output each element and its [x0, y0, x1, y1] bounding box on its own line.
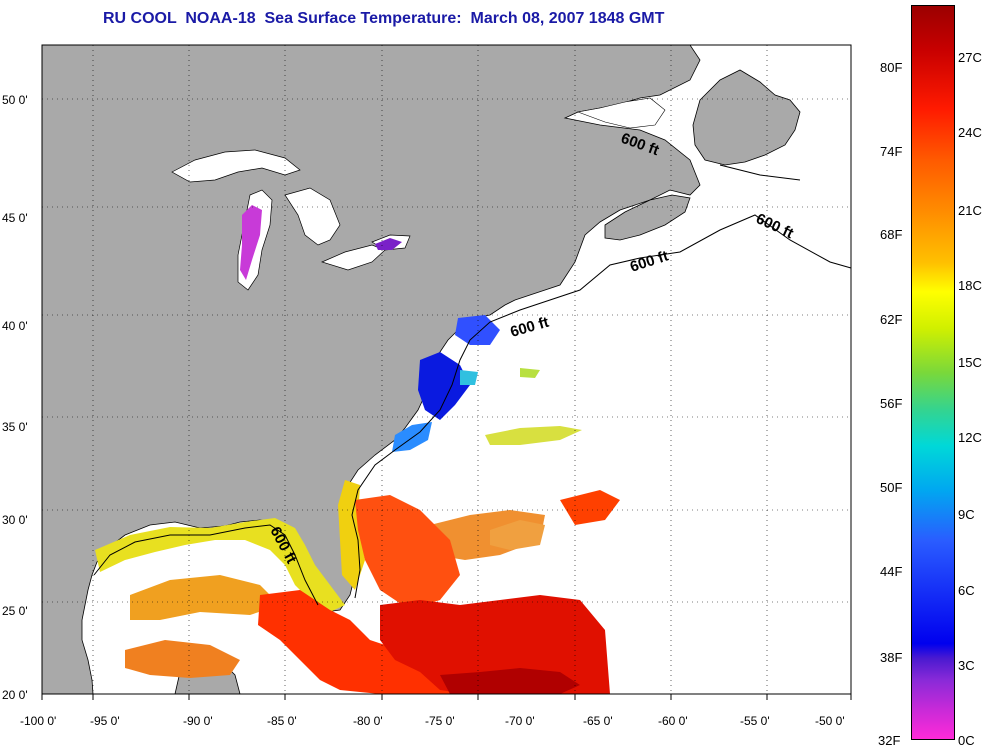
map-title: RU COOL NOAA-18 Sea Surface Temperature:…	[103, 10, 665, 27]
colorbar-c-label: 21C	[958, 203, 982, 218]
x-tick-label: -75 0'	[425, 714, 455, 728]
colorbar-f-label: 32F	[878, 733, 901, 748]
y-tick-label: 45 0'	[2, 211, 28, 225]
y-tick-label: 40 0'	[2, 319, 28, 333]
land-newfoundland	[692, 69, 801, 166]
colorbar-c-label: 12C	[958, 430, 982, 445]
colorbar-f-label: 62F	[880, 312, 903, 327]
x-tick-label: -60 0'	[658, 714, 688, 728]
x-tick-label: -55 0'	[740, 714, 770, 728]
colorbar-c-label: 24C	[958, 125, 982, 140]
land-nova-scotia	[604, 194, 691, 241]
y-tick-label: 20 0'	[2, 688, 28, 702]
colorbar-f-label: 56F	[880, 396, 903, 411]
y-axis-labels: 50 0' 45 0' 40 0' 35 0' 30 0' 25 0' 20 0…	[2, 93, 28, 702]
y-tick-label: 50 0'	[2, 93, 28, 107]
colorbar-c-label: 6C	[958, 583, 975, 598]
contour-600ft	[93, 164, 852, 606]
color-scale-bar	[911, 5, 955, 740]
land-north-america	[41, 44, 701, 695]
x-tick-label: -80 0'	[353, 714, 383, 728]
colorbar-c-label: 18C	[958, 278, 982, 293]
y-tick-label: 30 0'	[2, 513, 28, 527]
x-tick-label: -90 0'	[183, 714, 213, 728]
colorbar-f-label: 38F	[880, 650, 903, 665]
colorbar-f-label: 44F	[880, 564, 903, 579]
lake-huron	[284, 187, 341, 246]
x-tick-label: -85 0'	[267, 714, 297, 728]
x-tick-label: -65 0'	[583, 714, 613, 728]
y-tick-label: 35 0'	[2, 420, 28, 434]
colorbar-c-label: 15C	[958, 355, 982, 370]
x-tick-label: -95 0'	[90, 714, 120, 728]
map-frame	[41, 44, 852, 695]
colorbar-c-label: 3C	[958, 658, 975, 673]
x-tick-label: -70 0'	[505, 714, 535, 728]
gulf-st-lawrence	[576, 97, 666, 129]
lake-superior	[171, 149, 301, 183]
colorbar-f-label: 50F	[880, 480, 903, 495]
sst-data	[95, 205, 620, 694]
y-tick-label: 25 0'	[2, 604, 28, 618]
colorbar-c-label: 27C	[958, 50, 982, 65]
x-tick-label: -50 0'	[815, 714, 845, 728]
colorbar-f-label: 80F	[880, 60, 903, 75]
x-tick-label: -100 0'	[20, 714, 56, 728]
colorbar-c-label: 0C	[958, 733, 975, 748]
colorbar-f-label: 68F	[880, 227, 903, 242]
colorbar-f-label: 74F	[880, 144, 903, 159]
colorbar-c-label: 9C	[958, 507, 975, 522]
graticule	[42, 45, 851, 694]
x-axis-labels: -100 0' -95 0' -90 0' -85 0' -80 0' -75 …	[20, 714, 845, 728]
tick-marks	[41, 694, 852, 700]
